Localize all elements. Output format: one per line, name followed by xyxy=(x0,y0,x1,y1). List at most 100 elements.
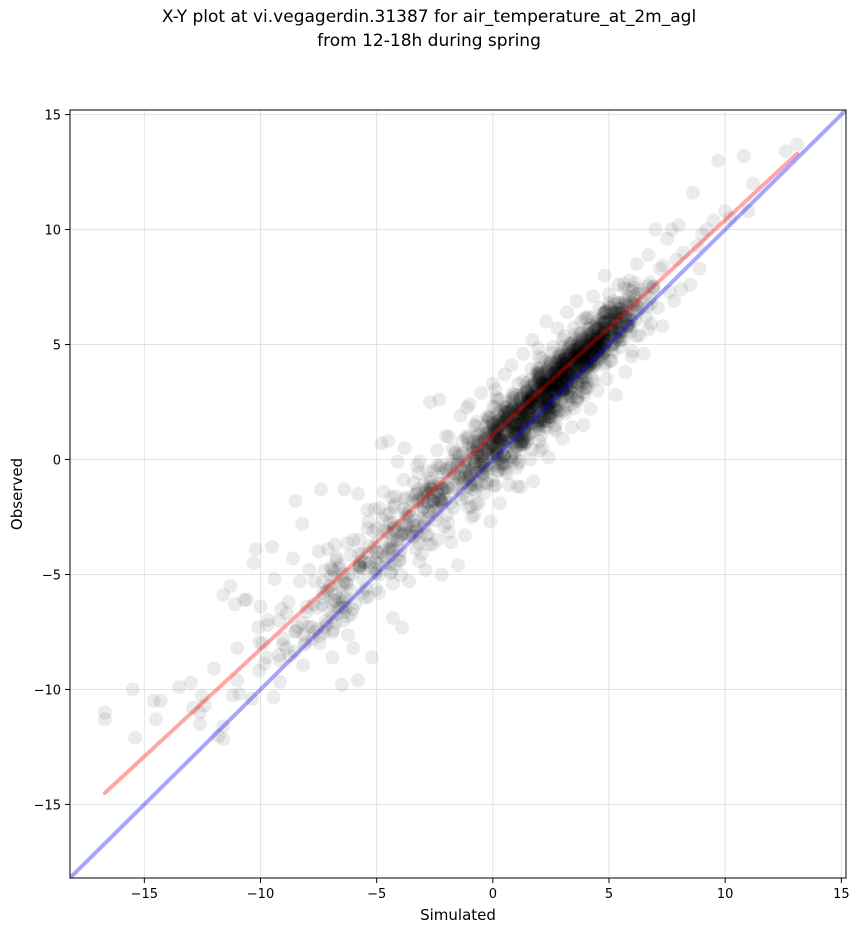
data-point xyxy=(597,305,612,320)
data-point xyxy=(464,482,479,497)
data-point xyxy=(550,403,565,418)
data-point xyxy=(596,316,611,331)
data-point xyxy=(517,426,532,441)
data-point xyxy=(513,442,528,457)
data-point xyxy=(362,556,377,570)
data-point xyxy=(513,413,528,428)
data-point xyxy=(543,409,558,424)
data-point xyxy=(297,637,312,652)
data-point xyxy=(544,410,558,425)
data-point xyxy=(541,361,556,375)
data-point xyxy=(433,493,448,508)
data-point xyxy=(574,339,589,354)
data-point xyxy=(516,386,531,401)
data-point xyxy=(545,384,560,399)
data-point xyxy=(501,419,516,434)
data-point xyxy=(598,314,613,329)
data-point xyxy=(530,361,545,376)
data-point xyxy=(615,302,630,317)
data-point xyxy=(590,383,605,398)
data-point xyxy=(577,355,592,370)
data-point xyxy=(622,308,637,323)
data-point xyxy=(506,420,521,435)
data-point xyxy=(549,410,564,425)
data-point xyxy=(545,383,559,398)
data-point xyxy=(511,406,526,421)
data-point xyxy=(617,309,632,323)
data-point xyxy=(402,528,417,543)
data-point xyxy=(586,343,601,358)
data-point xyxy=(609,331,624,346)
data-point xyxy=(500,411,515,426)
data-point xyxy=(540,395,555,410)
data-point xyxy=(302,562,317,577)
data-point xyxy=(574,349,589,364)
data-point xyxy=(603,323,617,338)
data-point xyxy=(444,453,459,468)
data-point xyxy=(589,344,604,359)
data-point xyxy=(383,566,398,581)
data-point xyxy=(623,324,638,339)
data-point xyxy=(497,457,512,472)
data-point xyxy=(589,333,604,348)
data-point xyxy=(530,417,544,431)
data-point xyxy=(319,583,334,598)
data-point xyxy=(474,434,489,449)
data-point xyxy=(368,555,383,570)
data-point xyxy=(476,468,491,483)
data-point xyxy=(572,349,587,364)
data-point xyxy=(398,492,413,507)
data-point xyxy=(622,273,637,288)
data-point xyxy=(506,416,521,431)
data-point xyxy=(465,444,479,459)
data-point xyxy=(519,434,534,449)
data-point xyxy=(572,357,586,372)
data-point xyxy=(546,371,561,386)
data-point xyxy=(441,429,456,444)
data-point xyxy=(582,346,597,361)
y-tick-label: 15 xyxy=(44,109,61,124)
data-point xyxy=(602,296,617,311)
data-point xyxy=(553,348,568,363)
data-point xyxy=(453,460,468,475)
data-point xyxy=(504,449,519,464)
data-point xyxy=(574,350,589,365)
data-point xyxy=(595,324,610,339)
data-point xyxy=(420,495,435,510)
data-point xyxy=(537,418,552,433)
data-point xyxy=(598,304,613,319)
data-point xyxy=(272,653,287,668)
data-point xyxy=(466,477,481,492)
data-point xyxy=(534,400,548,415)
data-point xyxy=(496,433,511,448)
data-point xyxy=(549,379,564,394)
data-point xyxy=(509,425,524,440)
data-point xyxy=(370,551,385,566)
data-point xyxy=(568,331,583,346)
data-point xyxy=(555,370,570,385)
data-point xyxy=(251,620,266,635)
data-point xyxy=(580,322,595,337)
data-point xyxy=(543,355,558,370)
data-point xyxy=(450,456,465,471)
data-point xyxy=(288,493,303,508)
data-point xyxy=(334,677,349,692)
data-point xyxy=(613,339,628,354)
data-point xyxy=(485,450,500,465)
data-point xyxy=(485,413,500,428)
data-point xyxy=(530,369,545,384)
data-point xyxy=(537,396,552,411)
data-point xyxy=(643,316,658,331)
data-point xyxy=(288,624,303,639)
data-point xyxy=(464,499,479,514)
data-point xyxy=(469,497,483,512)
data-point xyxy=(547,390,562,405)
data-point xyxy=(633,282,647,297)
data-point xyxy=(466,445,481,460)
data-point xyxy=(543,353,557,368)
data-point xyxy=(352,558,367,573)
data-point xyxy=(581,348,596,363)
data-point xyxy=(489,421,504,436)
data-point xyxy=(446,500,461,515)
data-point xyxy=(581,351,595,366)
